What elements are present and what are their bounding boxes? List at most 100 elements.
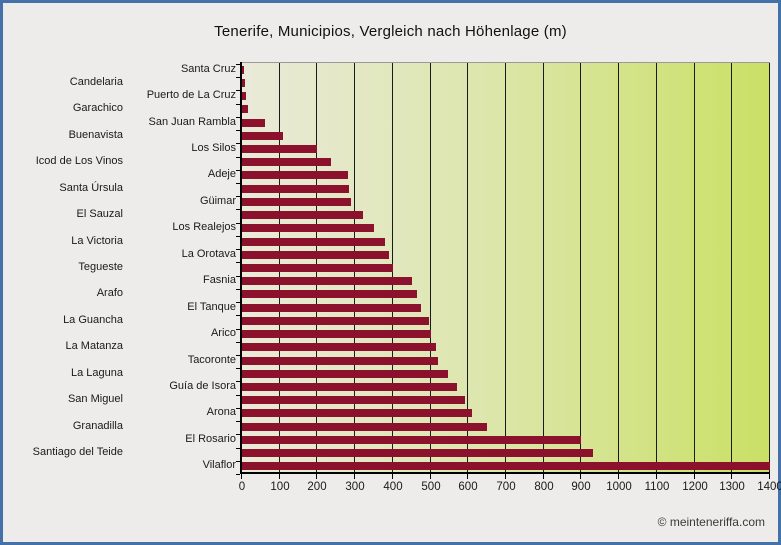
gridline-1100 [656, 63, 657, 473]
category-label-arico: Arico [210, 327, 236, 340]
category-label-tacoronte: Tacoronte [187, 353, 236, 366]
x-tick-label-800: 800 [534, 481, 554, 493]
x-tick-label-700: 700 [496, 481, 516, 493]
category-label-el-tanque: El Tanque [187, 300, 236, 313]
x-tick-1200 [694, 474, 695, 479]
y-tick [236, 223, 240, 224]
x-tick-label-400: 400 [383, 481, 403, 493]
x-tick-100 [279, 474, 280, 479]
y-tick [236, 289, 240, 290]
x-tick-200 [316, 474, 317, 479]
category-label-garachico: Garachico [72, 102, 123, 115]
y-tick [236, 421, 240, 422]
x-tick-700 [505, 474, 506, 479]
y-tick [236, 342, 240, 343]
gridline-1300 [731, 63, 732, 473]
category-label-fasnia: Fasnia [202, 274, 236, 287]
y-tick [236, 408, 240, 409]
bar-arona [242, 409, 472, 418]
y-tick [236, 64, 240, 65]
y-tick [236, 209, 240, 210]
bar-santiago-del-teide [242, 449, 593, 458]
x-tick-1400 [769, 474, 770, 479]
y-tick [236, 117, 240, 118]
category-label-adeje: Adeje [207, 168, 236, 181]
x-tick-label-0: 0 [238, 481, 246, 493]
y-tick [236, 302, 240, 303]
bar-puerto-de-la-cruz [242, 92, 246, 101]
gridline-700 [505, 63, 506, 473]
y-tick [236, 262, 240, 263]
bar-arico [242, 330, 431, 339]
bar-gu-imar [242, 197, 351, 206]
category-label-los-silos: Los Silos [191, 141, 236, 154]
category-label-granadilla: Granadilla [72, 419, 123, 432]
y-tick [236, 157, 240, 158]
y-tick [236, 315, 240, 316]
gridline-1400 [769, 63, 770, 473]
bar-los-silos [242, 144, 317, 153]
x-axis-line [240, 472, 770, 474]
y-tick [236, 395, 240, 396]
x-tick-600 [467, 474, 468, 479]
bar-candelaria [242, 78, 245, 87]
category-label-el-sauzal: El Sauzal [76, 208, 123, 221]
y-tick [236, 461, 240, 462]
x-tick-1300 [731, 474, 732, 479]
x-tick-label-500: 500 [421, 481, 441, 493]
bar-tegueste [242, 263, 393, 272]
gridline-1000 [618, 63, 619, 473]
x-tick-label-1400: 1400 [757, 481, 781, 493]
chart-plot-area [242, 62, 770, 473]
bar-la-victoria [242, 237, 385, 246]
bar-la-matanza [242, 343, 436, 352]
category-label-san-juan-rambla: San Juan Rambla [148, 115, 236, 128]
bar-arafo [242, 290, 417, 299]
bar-icod-de-los-vinos [242, 158, 331, 167]
category-label-puerto-de-la-cruz: Puerto de La Cruz [146, 89, 236, 102]
bar-santa-u-rsula [242, 184, 349, 193]
x-tick-label-1000: 1000 [606, 481, 632, 493]
x-tick-label-1300: 1300 [719, 481, 745, 493]
category-label-tegueste: Tegueste [78, 260, 123, 273]
y-tick [236, 130, 240, 131]
gridline-800 [543, 63, 544, 473]
category-label-buenavista: Buenavista [68, 128, 123, 141]
bar-los-realejos [242, 224, 374, 233]
category-label-la-laguna: La Laguna [71, 366, 123, 379]
x-tick-label-200: 200 [307, 481, 327, 493]
y-tick [236, 249, 240, 250]
category-label-santiago-del-teide: Santiago del Teide [32, 446, 123, 459]
bar-fasnia [242, 277, 412, 286]
bar-la-orotava [242, 250, 389, 259]
y-axis-line [240, 62, 242, 474]
y-tick [236, 196, 240, 197]
x-tick-1000 [618, 474, 619, 479]
bar-el-rosario [242, 435, 581, 444]
x-tick-900 [580, 474, 581, 479]
bar-la-laguna [242, 369, 448, 378]
category-label-san-miguel: San Miguel [67, 393, 123, 406]
category-label-arafo: Arafo [96, 287, 123, 300]
y-tick [236, 104, 240, 105]
category-label-la-orotava: La Orotava [181, 247, 236, 260]
bar-gui-a-de-isora [242, 383, 457, 392]
category-label-santa-cruz: Santa Cruz [180, 62, 236, 75]
bar-santa-cruz [242, 65, 244, 74]
x-tick-800 [543, 474, 544, 479]
gridline-600 [467, 63, 468, 473]
bar-san-miguel [242, 396, 465, 405]
bar-vilaflor [242, 462, 770, 471]
y-tick [236, 355, 240, 356]
x-tick-label-300: 300 [345, 481, 365, 493]
y-tick [236, 77, 240, 78]
y-tick [236, 276, 240, 277]
x-tick-label-600: 600 [458, 481, 478, 493]
category-label-los-realejos: Los Realejos [172, 221, 236, 234]
category-label-vilaflor: Vilaflor [202, 459, 236, 472]
copyright-text: © meinteneriffa.com [657, 515, 765, 529]
category-label-el-rosario: El Rosario [185, 432, 236, 445]
y-tick [236, 183, 240, 184]
x-tick-label-100: 100 [270, 481, 290, 493]
x-tick-0 [241, 474, 242, 479]
